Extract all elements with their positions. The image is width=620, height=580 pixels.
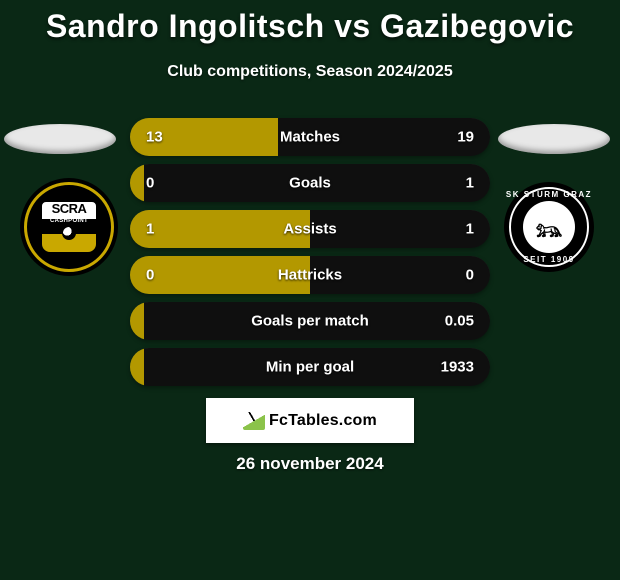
- fctables-icon: [243, 412, 265, 430]
- left-oval: [4, 124, 116, 154]
- team-badge-right: SK STURM GRAZ 𓃬 SEIT 1909: [500, 178, 598, 276]
- stat-value-left: 13: [146, 129, 163, 146]
- stat-bar: 13 19 Matches: [130, 118, 490, 156]
- stats-bars: 13 19 Matches 0 1 Goals 1 1 Assists 0 0 Hattricks 0.…: [130, 118, 490, 394]
- watermark-text: FcTables.com: [269, 412, 377, 430]
- stat-bar: 1933 Min per goal: [130, 348, 490, 386]
- right-oval: [498, 124, 610, 154]
- stat-value-right: 19: [457, 129, 474, 146]
- stat-bar: 0 1 Goals: [130, 164, 490, 202]
- stat-value-right: 0: [466, 267, 474, 284]
- stat-bar-right: [310, 210, 490, 248]
- stat-bar-left: [130, 348, 144, 386]
- stat-label: Goals per match: [251, 313, 369, 330]
- stat-bar-left: [130, 302, 144, 340]
- sturm-arc-top: SK STURM GRAZ: [506, 190, 592, 199]
- stat-value-left: 0: [146, 175, 154, 192]
- stat-value-left: 1: [146, 221, 154, 238]
- team-badge-left: SCRA CASHPOINT: [20, 178, 118, 276]
- watermark: FcTables.com: [206, 398, 414, 443]
- stat-value-right: 0.05: [445, 313, 474, 330]
- stat-bar: 0 0 Hattricks: [130, 256, 490, 294]
- sturm-arc-bottom: SEIT 1909: [523, 255, 574, 264]
- scra-label: SCRA: [52, 201, 87, 216]
- date-label: 26 november 2024: [236, 454, 383, 474]
- scra-sublabel: CASHPOINT: [50, 218, 88, 224]
- stat-value-right: 1: [466, 221, 474, 238]
- stat-label: Matches: [280, 129, 340, 146]
- stat-label: Assists: [283, 221, 336, 238]
- stat-bar: 1 1 Assists: [130, 210, 490, 248]
- ball-icon: [62, 226, 76, 240]
- stat-label: Hattricks: [278, 267, 342, 284]
- stat-bar: 0.05 Goals per match: [130, 302, 490, 340]
- page-title: Sandro Ingolitsch vs Gazibegovic: [0, 0, 620, 45]
- stat-label: Goals: [289, 175, 331, 192]
- stat-bar-left: [130, 164, 144, 202]
- stat-value-right: 1: [466, 175, 474, 192]
- stat-value-left: 0: [146, 267, 154, 284]
- stat-value-right: 1933: [441, 359, 474, 376]
- subtitle: Club competitions, Season 2024/2025: [0, 63, 620, 81]
- stat-label: Min per goal: [266, 359, 354, 376]
